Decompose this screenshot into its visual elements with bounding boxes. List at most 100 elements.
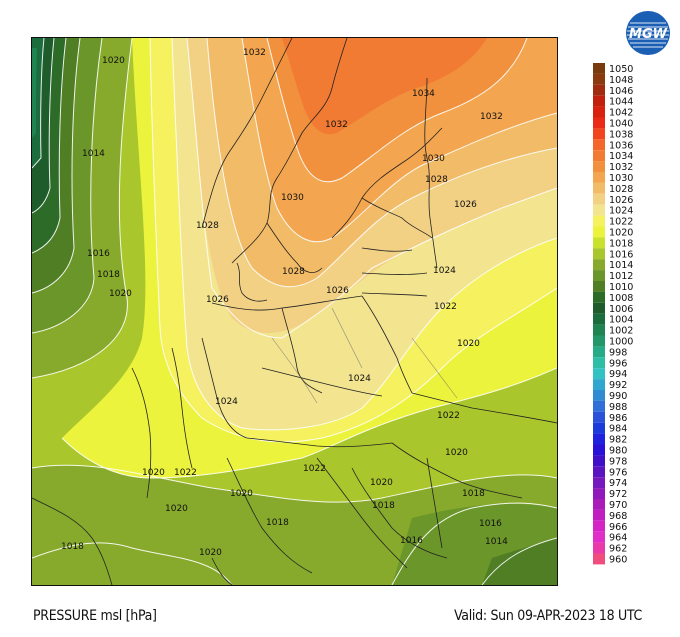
scale-swatch bbox=[593, 422, 605, 434]
scale-swatch bbox=[593, 193, 605, 205]
scale-swatch bbox=[593, 106, 605, 118]
scale-swatch bbox=[593, 270, 605, 281]
scale-label: 990 bbox=[609, 391, 627, 402]
scale-swatch bbox=[593, 324, 605, 336]
scale-swatch bbox=[593, 509, 605, 521]
isobar-label: 1014 bbox=[82, 149, 105, 159]
pressure-color-scale: 1050 1048 1046 1044 1042 1040 1038 1036 1034 1032… bbox=[593, 63, 653, 577]
isobar-label: 1026 bbox=[326, 286, 349, 296]
scale-label: 1016 bbox=[609, 249, 633, 260]
scale-swatch bbox=[593, 400, 605, 412]
isobar-label: 1018 bbox=[97, 270, 120, 280]
scale-label: 966 bbox=[609, 522, 627, 533]
scale-swatch bbox=[593, 433, 605, 445]
scale-swatch bbox=[593, 335, 605, 347]
isobar-label: 1034 bbox=[412, 89, 435, 99]
scale-label: 1008 bbox=[609, 293, 633, 304]
scale-swatch bbox=[593, 466, 605, 478]
scale-label: 1002 bbox=[609, 326, 633, 337]
scale-label: 1048 bbox=[609, 75, 633, 86]
isobar-label: 1024 bbox=[348, 374, 371, 384]
scale-label: 1030 bbox=[609, 173, 633, 184]
scale-swatch bbox=[593, 117, 605, 129]
isobar-label: 1032 bbox=[243, 48, 266, 58]
scale-swatch bbox=[593, 302, 605, 314]
scale-swatch bbox=[593, 281, 605, 292]
isobar-label: 1022 bbox=[434, 302, 457, 312]
pressure-map: 1020 1014 1016 1018 1020 1032 1034 1032 … bbox=[31, 37, 558, 586]
isobar-label: 1018 bbox=[266, 518, 289, 528]
scale-swatch bbox=[593, 379, 605, 390]
logo-text: MGW bbox=[629, 27, 668, 42]
isobar-label: 1032 bbox=[480, 112, 503, 122]
isobar-label: 1020 bbox=[445, 448, 468, 458]
scale-swatch bbox=[593, 444, 605, 456]
scale-label: 994 bbox=[609, 369, 627, 380]
scale-label: 1022 bbox=[609, 217, 633, 228]
isobar-label: 1016 bbox=[479, 519, 502, 529]
isobar-label: 1030 bbox=[422, 154, 445, 164]
scale-label: 996 bbox=[609, 358, 627, 369]
scale-swatch bbox=[593, 368, 605, 380]
scale-swatch bbox=[593, 520, 605, 532]
mgw-logo: MGW bbox=[624, 9, 672, 57]
isobar-label: 1014 bbox=[485, 537, 508, 547]
scale-label: 960 bbox=[609, 555, 627, 566]
isobar-label: 1032 bbox=[325, 120, 348, 130]
scale-swatch bbox=[593, 553, 605, 565]
scale-label: 978 bbox=[609, 456, 627, 467]
scale-swatch bbox=[593, 346, 605, 358]
scale-label: 1012 bbox=[609, 271, 633, 282]
isobar-label: 1020 bbox=[370, 478, 393, 488]
scale-swatch bbox=[593, 390, 605, 401]
scale-label: 986 bbox=[609, 413, 627, 424]
scale-swatch bbox=[593, 248, 605, 260]
scale-swatch bbox=[593, 411, 605, 423]
scale-swatch bbox=[593, 128, 605, 140]
scale-label: 1038 bbox=[609, 129, 633, 140]
scale-swatch bbox=[593, 215, 605, 227]
isobar-label: 1028 bbox=[425, 175, 448, 185]
scale-label: 1050 bbox=[609, 64, 633, 75]
scale-label: 1036 bbox=[609, 140, 633, 151]
scale-label: 1010 bbox=[609, 282, 633, 293]
scale-swatch bbox=[593, 63, 605, 74]
isobar-label: 1024 bbox=[215, 397, 238, 407]
scale-label: 1020 bbox=[609, 228, 633, 239]
scale-swatch bbox=[593, 150, 605, 162]
isobar-label: 1020 bbox=[165, 504, 188, 514]
scale-label: 984 bbox=[609, 424, 627, 435]
scale-swatch bbox=[593, 204, 605, 216]
scale-swatch bbox=[593, 161, 605, 172]
scale-label: 962 bbox=[609, 544, 627, 555]
scale-label: 964 bbox=[609, 533, 627, 544]
scale-swatch bbox=[593, 139, 605, 151]
scale-label: 1000 bbox=[609, 337, 633, 348]
isobar-label: 1018 bbox=[372, 501, 395, 511]
scale-label: 1034 bbox=[609, 151, 633, 162]
scale-label: 980 bbox=[609, 446, 627, 457]
isobar-label: 1020 bbox=[109, 289, 132, 299]
scale-label: 1032 bbox=[609, 162, 633, 173]
scale-label: 972 bbox=[609, 489, 627, 500]
scale-swatch bbox=[593, 259, 605, 271]
scale-swatch bbox=[593, 182, 605, 194]
scale-label: 1014 bbox=[609, 260, 633, 271]
isobar-label: 1022 bbox=[437, 411, 460, 421]
isobar-label: 1028 bbox=[196, 221, 219, 231]
scale-label: 1018 bbox=[609, 238, 633, 249]
scale-swatch bbox=[593, 172, 605, 183]
isobar-label: 1028 bbox=[282, 267, 305, 277]
scale-label: 970 bbox=[609, 500, 627, 511]
scale-label: 998 bbox=[609, 347, 627, 358]
scale-swatch bbox=[593, 73, 605, 85]
scale-swatch bbox=[593, 488, 605, 499]
scale-label: 1026 bbox=[609, 195, 633, 206]
isobar-label: 1022 bbox=[174, 468, 197, 478]
scale-label: 968 bbox=[609, 511, 627, 522]
scale-swatch bbox=[593, 455, 605, 467]
scale-label: 992 bbox=[609, 380, 627, 391]
scale-label: 982 bbox=[609, 435, 627, 446]
scale-label: 1044 bbox=[609, 97, 633, 108]
scale-swatch bbox=[593, 477, 605, 489]
